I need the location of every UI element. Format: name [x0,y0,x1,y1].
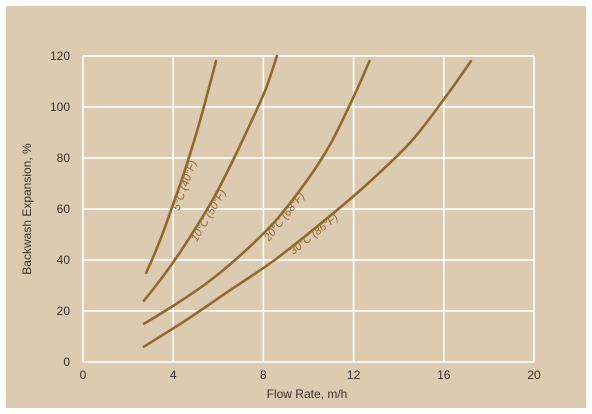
series-line-4 [142,59,473,348]
x-tick-label: 12 [347,368,361,382]
grid [82,55,535,363]
x-tick-label: 0 [80,368,87,382]
curves [142,54,473,348]
y-tick-label: 40 [57,253,71,267]
y-tick-label: 120 [50,49,70,63]
x-tick-label: 20 [527,368,541,382]
series-line-2 [142,54,279,303]
tick-labels: 0 4 8 12 16 20 0 20 40 60 80 100 120 [50,49,541,382]
y-tick-label: 100 [50,100,70,114]
chart-background [6,6,586,408]
y-tick-label: 60 [57,202,71,216]
x-tick-label: 8 [260,368,267,382]
series-line-3 [142,59,371,326]
series-line-1 [144,59,218,275]
y-tick-label: 0 [63,355,70,369]
x-tick-label: 4 [170,368,177,382]
y-tick-label: 80 [57,151,71,165]
x-axis-title: Flow Rate, m/h [267,387,348,401]
x-tick-label: 16 [437,368,451,382]
y-tick-label: 20 [57,304,71,318]
y-axis-title: Backwash Expansion, % [20,143,34,275]
